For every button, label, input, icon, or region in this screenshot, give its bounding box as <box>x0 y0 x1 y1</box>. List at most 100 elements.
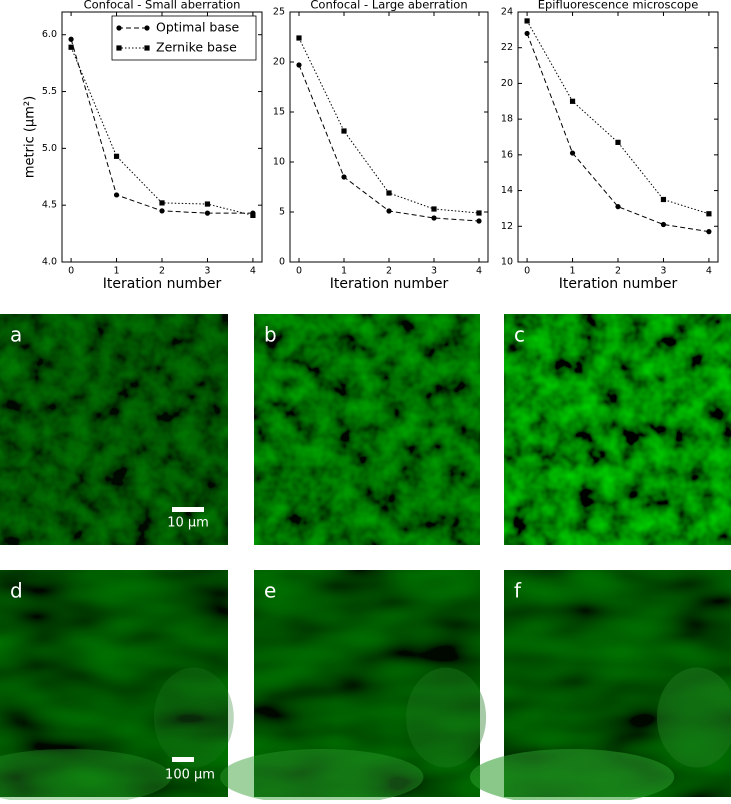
y-tick-label: 20 <box>501 78 513 89</box>
panel-label: e <box>264 579 276 603</box>
marker <box>68 44 74 50</box>
cell-glow <box>0 749 171 804</box>
y-tick-label: 10 <box>273 157 285 168</box>
x-tick-label: 0 <box>296 266 302 277</box>
panel-label: f <box>514 579 522 603</box>
x-tick-label: 3 <box>204 266 210 277</box>
panel-label: c <box>514 323 525 347</box>
cell-glow <box>153 667 234 768</box>
marker <box>113 192 120 198</box>
charts: Confocal - Small aberration 4.0 4.5 5.0 5.5 6… <box>23 0 719 292</box>
marker <box>296 35 302 41</box>
image-panel: c <box>504 314 731 545</box>
marker <box>615 204 621 210</box>
y-tick-label: 24 <box>501 7 513 18</box>
y-tick-label: 4.5 <box>42 200 57 211</box>
image-texture <box>254 314 480 545</box>
marker <box>341 174 347 180</box>
image-panel: f <box>469 570 731 804</box>
marker <box>431 206 437 212</box>
x-axis-label: Iteration number <box>330 276 449 292</box>
image-texture <box>254 570 480 797</box>
chart-title: Confocal - Small aberration <box>84 0 241 12</box>
x-tick-label: 1 <box>570 266 576 277</box>
legend-marker <box>116 25 122 31</box>
image-panel: a 10 μm <box>0 314 228 545</box>
scale-bar-label: 100 μm <box>165 768 215 783</box>
x-tick-label: 2 <box>159 266 165 277</box>
y-tick-label: 25 <box>273 7 285 18</box>
legend-label: Zernike base <box>156 40 237 55</box>
marker <box>706 211 712 217</box>
image-panels: a 10 μm b c d 100 μm e f <box>0 314 731 804</box>
marker <box>159 208 165 214</box>
marker <box>250 212 256 219</box>
cell-glow <box>220 749 424 804</box>
y-tick-label: 22 <box>501 42 513 53</box>
cell-glow <box>656 667 731 768</box>
chart-title: Epifluorescence microscope <box>538 0 699 12</box>
legend-marker <box>144 25 150 31</box>
marker <box>68 36 74 42</box>
x-tick-label: 2 <box>386 266 392 277</box>
y-tick-label: 0 <box>279 257 285 268</box>
y-axis-label: metric (μm²) <box>23 96 38 178</box>
x-axis-label: Iteration number <box>559 276 678 292</box>
image-panel: e <box>220 570 487 804</box>
marker <box>569 150 576 156</box>
marker <box>706 229 712 235</box>
chart-title: Confocal - Large aberration <box>310 0 467 12</box>
x-tick-label: 3 <box>660 266 666 277</box>
y-tick-label: 14 <box>501 185 513 196</box>
marker <box>524 30 530 37</box>
x-tick-label: 3 <box>431 266 437 277</box>
y-tick-label: 18 <box>501 114 513 125</box>
cell-glow <box>469 749 675 804</box>
line-chart: Confocal - Small aberration 4.0 4.5 5.0 5.5 6… <box>23 0 263 292</box>
plot-frame <box>289 11 489 263</box>
plot-frame <box>517 11 719 263</box>
image-texture <box>504 314 731 545</box>
y-tick-label: 5.5 <box>42 86 57 97</box>
marker <box>476 210 482 216</box>
panel-label: d <box>10 579 23 603</box>
y-tick-label: 6.0 <box>42 29 57 40</box>
line-chart: Epifluorescence microscope10121416182022… <box>501 0 719 292</box>
legend-marker <box>116 45 122 51</box>
x-tick-label: 0 <box>524 266 530 277</box>
x-tick-label: 1 <box>341 266 347 277</box>
x-tick-label: 2 <box>615 266 621 277</box>
scale-bar <box>172 757 194 762</box>
x-tick-label: 4 <box>476 266 482 277</box>
y-tick-label: 5.0 <box>42 143 57 154</box>
scale-bar-label: 10 μm <box>167 516 209 531</box>
image-panel: b <box>254 314 480 545</box>
marker <box>476 218 482 224</box>
marker <box>341 128 347 134</box>
marker <box>386 190 392 196</box>
x-tick-label: 4 <box>250 266 256 277</box>
y-tick-label: 15 <box>273 107 285 118</box>
x-tick-label: 1 <box>114 266 120 277</box>
legend-marker <box>144 45 150 51</box>
legend-box <box>111 15 257 61</box>
y-tick-label: 4.0 <box>42 257 57 268</box>
marker <box>524 18 530 24</box>
marker <box>569 98 576 104</box>
series-line <box>526 20 710 215</box>
x-axis-label: Iteration number <box>103 276 222 292</box>
y-tick-label: 20 <box>273 57 285 68</box>
marker <box>296 62 302 68</box>
x-tick-label: 0 <box>68 266 74 277</box>
marker <box>431 215 437 221</box>
cell-glow <box>406 667 487 768</box>
marker <box>113 153 120 159</box>
scale-bar <box>172 507 204 512</box>
marker <box>159 200 165 206</box>
y-tick-label: 16 <box>501 149 513 160</box>
x-tick-label: 4 <box>706 266 712 277</box>
legend-label: Optimal base <box>156 20 240 35</box>
marker <box>204 201 211 207</box>
marker <box>660 221 667 228</box>
